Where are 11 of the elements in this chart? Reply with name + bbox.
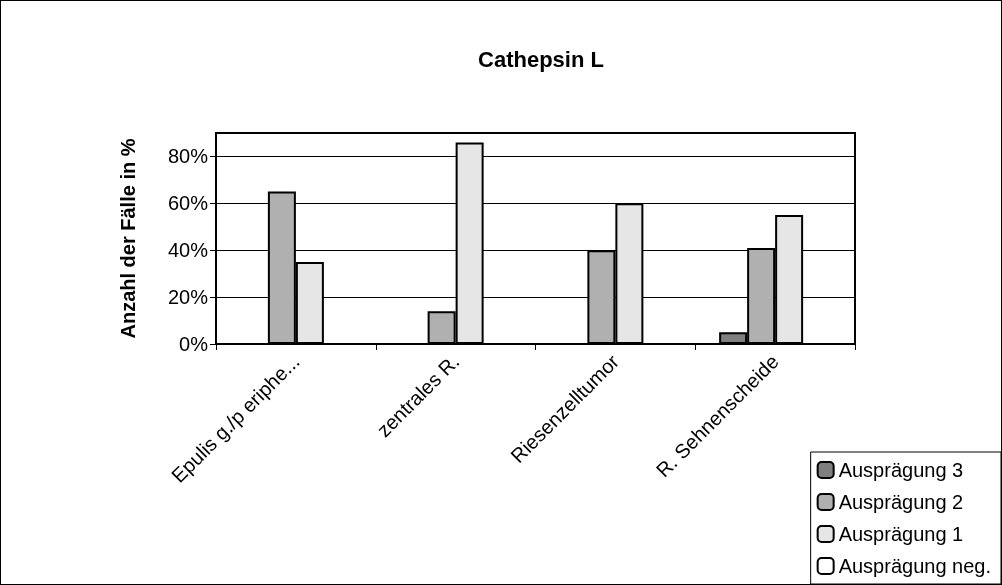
y-tick-label: 80%	[167, 145, 209, 168]
legend-label: Ausprägung 1	[838, 523, 964, 545]
y-tick-label: 0%	[179, 333, 209, 355]
y-tick-label: 60%	[167, 192, 209, 215]
legend-label: Ausprägung neg.	[838, 555, 991, 577]
y-tick-label: 20%	[167, 286, 209, 309]
y-axis-title: Anzahl der Fälle in %	[117, 138, 139, 339]
y-tick-label: 40%	[167, 239, 209, 262]
legend-label: Ausprägung 2	[838, 491, 964, 513]
legend-label: Ausprägung 3	[838, 459, 964, 481]
chart-title: Cathepsin L	[478, 46, 604, 72]
